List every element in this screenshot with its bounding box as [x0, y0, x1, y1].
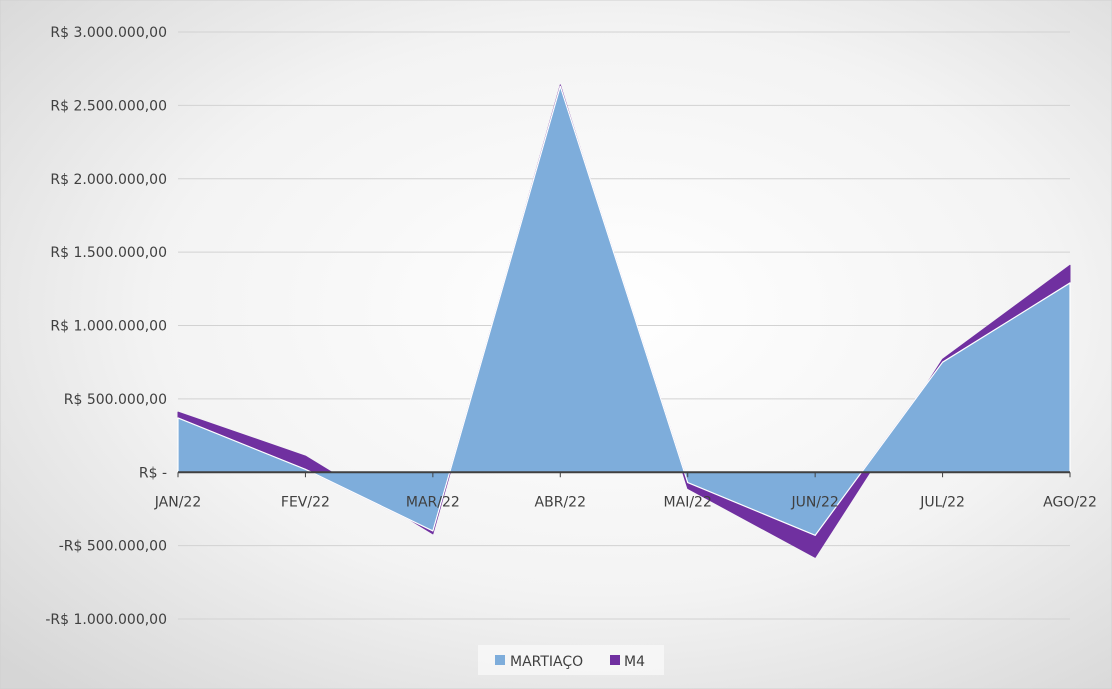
- y-tick-label: R$ 500.000,00: [64, 392, 167, 408]
- legend-swatch-m4: [610, 655, 620, 665]
- legend-label-martiaco: MARTIAÇO: [510, 654, 583, 670]
- legend: MARTIAÇO M4: [478, 645, 664, 675]
- legend-label-m4: M4: [624, 654, 645, 670]
- x-tick-label: JUN/22: [790, 494, 838, 510]
- area-series-martiaco: [177, 85, 1071, 536]
- x-tick-label: JAN/22: [154, 494, 201, 510]
- axes: [177, 471, 1071, 478]
- y-tick-label: R$ 3.000.000,00: [50, 25, 167, 41]
- legend-swatch-martiaco: [495, 655, 505, 665]
- x-tick-label: ABR/22: [535, 494, 586, 510]
- y-tick-label: R$ 1.500.000,00: [50, 245, 167, 261]
- y-tick-label: R$ 2.500.000,00: [50, 98, 167, 114]
- series-areas: [177, 84, 1071, 558]
- legend-background: [478, 645, 664, 675]
- x-tick-label: JUL/22: [919, 494, 965, 510]
- x-tick-label: MAI/22: [664, 494, 712, 510]
- y-tick-label: R$ -: [139, 465, 167, 481]
- y-axis-tick-labels: R$ 3.000.000,00 R$ 2.500.000,00 R$ 2.000.0…: [45, 25, 167, 628]
- y-tick-label: -R$ 500.000,00: [59, 539, 167, 555]
- x-axis-tick-labels: JAN/22 FEV/22 MAR/22 ABR/22 MAI/22 JUN/22 JUL/…: [154, 494, 1097, 510]
- y-tick-label: -R$ 1.000.000,00: [45, 612, 167, 628]
- y-tick-label: R$ 1.000.000,00: [50, 319, 167, 335]
- y-tick-label: R$ 2.000.000,00: [50, 172, 167, 188]
- x-tick-label: MAR/22: [406, 494, 460, 510]
- x-tick-label: FEV/22: [281, 494, 330, 510]
- x-tick-label: AGO/22: [1043, 494, 1097, 510]
